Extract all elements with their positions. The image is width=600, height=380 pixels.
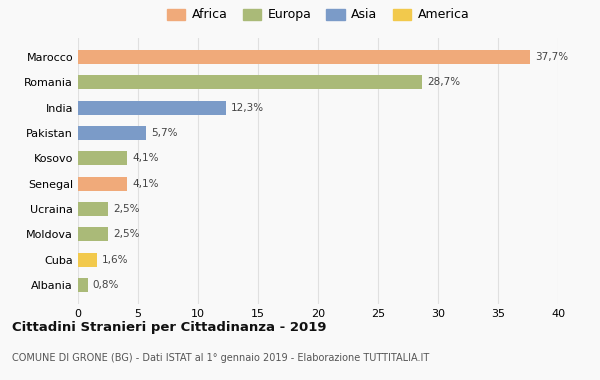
Text: 12,3%: 12,3% [230, 103, 263, 113]
Text: 2,5%: 2,5% [113, 204, 139, 214]
Bar [78, 227, 108, 241]
Text: 4,1%: 4,1% [132, 154, 158, 163]
Bar [78, 126, 146, 140]
Text: 4,1%: 4,1% [132, 179, 158, 188]
Bar [78, 50, 530, 64]
Text: 5,7%: 5,7% [151, 128, 178, 138]
Bar [78, 253, 97, 267]
Text: 28,7%: 28,7% [427, 78, 460, 87]
Bar [78, 151, 127, 165]
Text: 0,8%: 0,8% [92, 280, 119, 290]
Text: 2,5%: 2,5% [113, 229, 139, 239]
Legend: Africa, Europa, Asia, America: Africa, Europa, Asia, America [161, 3, 475, 27]
Bar [78, 101, 226, 115]
Bar [78, 75, 422, 89]
Text: Cittadini Stranieri per Cittadinanza - 2019: Cittadini Stranieri per Cittadinanza - 2… [12, 321, 326, 334]
Bar [78, 278, 88, 292]
Text: 37,7%: 37,7% [535, 52, 568, 62]
Bar [78, 177, 127, 191]
Text: COMUNE DI GRONE (BG) - Dati ISTAT al 1° gennaio 2019 - Elaborazione TUTTITALIA.I: COMUNE DI GRONE (BG) - Dati ISTAT al 1° … [12, 353, 429, 363]
Text: 1,6%: 1,6% [102, 255, 128, 264]
Bar [78, 202, 108, 216]
